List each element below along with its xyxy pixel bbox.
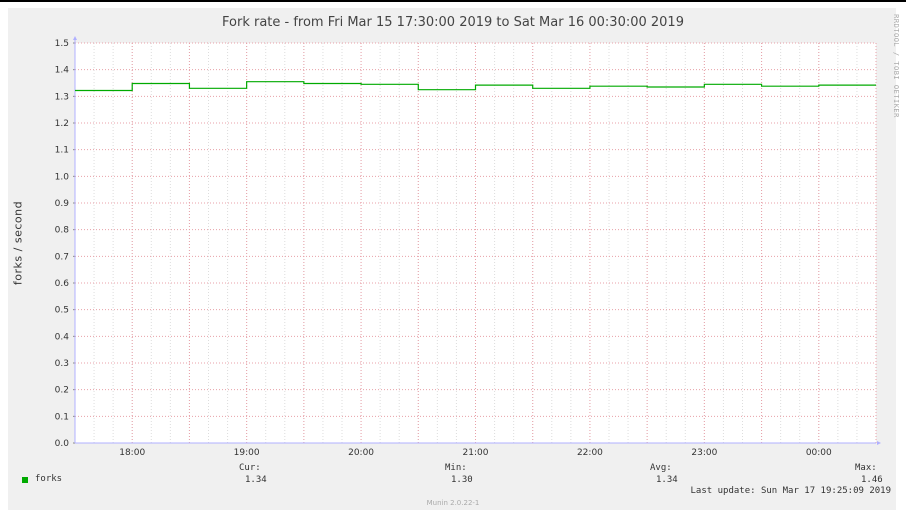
y-tick-label: 1.0	[55, 172, 70, 182]
x-axis-arrow	[877, 441, 881, 445]
x-tick-label: 00:00	[806, 448, 832, 458]
last-update-text: Last update: Sun Mar 17 19:25:09 2019	[690, 486, 891, 496]
y-tick-label: 0.0	[55, 439, 70, 449]
y-tick-label: 0.5	[55, 306, 69, 316]
y-tick-label: 0.9	[55, 199, 70, 209]
y-tick-label: 1.1	[55, 146, 69, 156]
legend-max-value: 1.46	[861, 475, 883, 485]
top-border	[0, 0, 906, 2]
munin-version: Munin 2.0.22-1	[426, 499, 480, 507]
y-tick-label: 0.3	[55, 359, 69, 369]
legend-cur-value: 1.34	[245, 475, 267, 485]
y-tick-label: 0.1	[55, 412, 69, 422]
y-tick-label: 0.8	[55, 226, 70, 236]
legend-min-label: Min:	[445, 463, 467, 473]
x-tick-label: 21:00	[463, 448, 489, 458]
x-tick-label: 19:00	[234, 448, 260, 458]
y-tick-label: 0.7	[55, 252, 69, 262]
legend-max-label: Max:	[855, 463, 877, 473]
y-tick-label: 1.4	[55, 66, 70, 76]
y-tick-label: 0.6	[55, 279, 70, 289]
x-tick-label: 18:00	[119, 448, 145, 458]
y-axis-arrow	[73, 36, 77, 40]
y-tick-label: 1.2	[55, 119, 69, 129]
legend-avg-value: 1.34	[656, 475, 678, 485]
legend-series-name: forks	[35, 474, 63, 484]
x-tick-label: 23:00	[691, 448, 717, 458]
y-tick-label: 1.5	[55, 39, 69, 49]
legend-swatch-forks	[22, 477, 28, 483]
y-tick-label: 0.2	[55, 386, 69, 396]
chart-title: Fork rate - from Fri Mar 15 17:30:00 201…	[222, 15, 684, 30]
x-tick-label: 22:00	[577, 448, 603, 458]
y-tick-label: 0.4	[55, 332, 70, 342]
legend-avg-label: Avg:	[650, 463, 672, 473]
x-tick-label: 20:00	[348, 448, 374, 458]
series-line-forks	[75, 81, 876, 92]
y-tick-label: 1.3	[55, 92, 69, 102]
legend-min-value: 1.30	[451, 475, 473, 485]
legend-cur-label: Cur:	[239, 463, 261, 473]
